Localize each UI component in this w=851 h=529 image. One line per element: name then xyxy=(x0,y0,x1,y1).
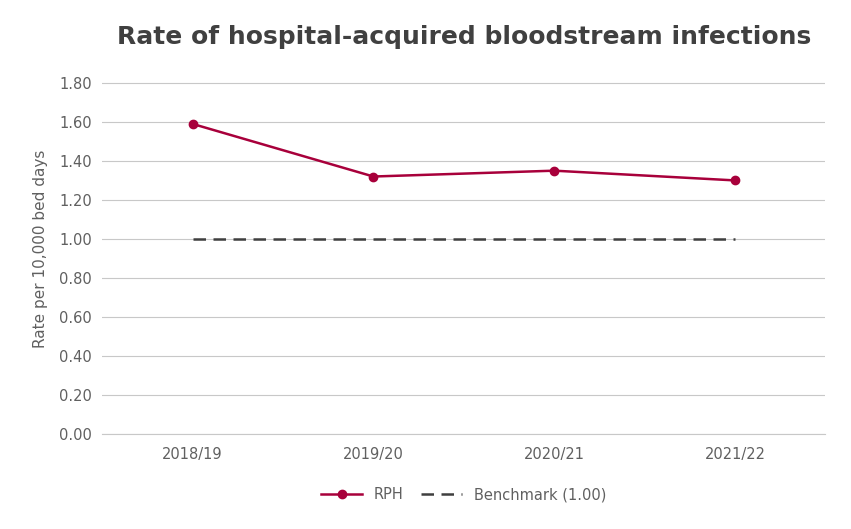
Legend: RPH, Benchmark (1.00): RPH, Benchmark (1.00) xyxy=(316,481,612,508)
Title: Rate of hospital-acquired bloodstream infections: Rate of hospital-acquired bloodstream in… xyxy=(117,25,811,49)
Y-axis label: Rate per 10,000 bed days: Rate per 10,000 bed days xyxy=(32,149,48,348)
